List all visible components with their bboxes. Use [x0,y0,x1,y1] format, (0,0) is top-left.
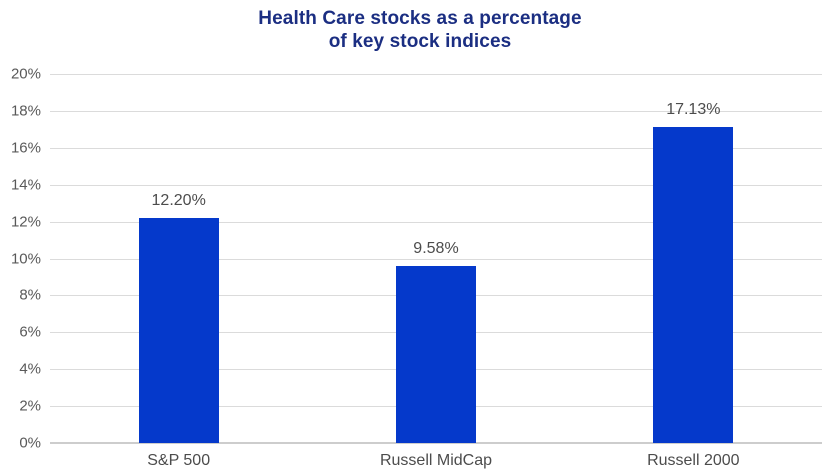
gridline [50,74,822,75]
gridline [50,184,822,186]
x-tick-label: Russell 2000 [647,452,740,469]
y-tick-label: 8% [19,286,41,304]
y-tick-label: 16% [10,139,41,157]
y-tick-label: 4% [19,360,41,378]
y-tick-label: 12% [10,213,41,231]
gridline [50,221,822,223]
chart-title-line-1: Health Care stocks as a percentage [258,8,582,29]
y-tick-label: 20% [10,65,41,83]
y-tick-label: 10% [10,250,41,267]
bar-value-label: 12.20% [151,191,206,209]
y-tick-label: 0% [19,434,41,452]
y-tick-label: 6% [19,323,41,341]
bar-value-label: 9.58% [413,240,459,258]
plot-area: 0% 2% 4% 6% 8% 10% 12% 14% 16% 18% 20% 12.20% S&P 50… [11,66,822,469]
chart-title: Health Care stocks as a percentage of ke… [0,7,840,53]
bar-slot: 17.13% Russell 2000 [565,74,822,469]
bar-slot: 12.20% S&P 500 [50,74,307,469]
gridline [50,110,822,112]
gridline [50,147,822,149]
y-tick-label: 18% [10,102,41,120]
bar [138,217,219,443]
y-tick-label: 14% [10,176,41,194]
x-axis-line [50,442,822,444]
y-tick-label: 2% [19,397,41,415]
bar-slot: 9.58% Russell MidCap [307,74,564,469]
bar [395,266,476,443]
bar-value-label: 17.13% [666,100,721,118]
bar [653,126,734,443]
gridline [50,258,822,260]
chart-title-line-2: of key stock indices [328,31,512,52]
x-tick-label: Russell MidCap [379,452,493,469]
x-tick-label: S&P 500 [147,452,211,469]
